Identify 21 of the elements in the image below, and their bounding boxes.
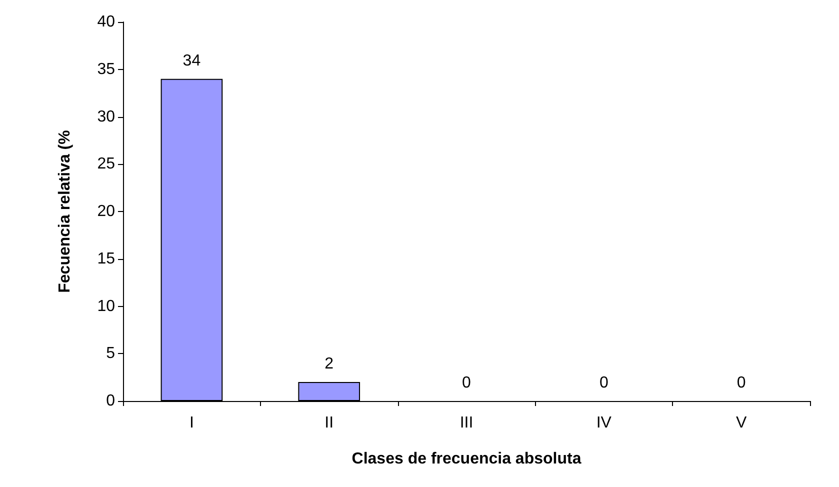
y-tick-label: 10 [97,298,116,315]
x-tick-label: IV [596,414,612,432]
y-tick-label: 15 [97,250,116,268]
y-tick-label: 20 [97,203,116,220]
data-label: 2 [324,356,334,373]
data-label: 0 [736,374,746,392]
y-tick-label: 5 [106,345,116,362]
data-label: 34 [182,52,201,70]
y-tick-label: 35 [97,60,116,78]
data-label: 0 [462,374,472,392]
x-axis-title: Clases de frecuencia absoluta [352,450,582,468]
x-tick-label: III [460,414,474,432]
y-tick-label: 30 [97,108,116,126]
y-tick-label: 40 [97,14,116,30]
data-label: 0 [599,374,608,392]
x-tick-label: I [189,414,194,432]
y-axis-title: Fecuencia relativa (% [56,130,74,293]
y-tick-label: 0 [106,392,116,410]
x-tick-label: II [324,414,334,432]
x-tick-label: V [736,414,747,432]
y-tick-label: 25 [97,156,116,173]
